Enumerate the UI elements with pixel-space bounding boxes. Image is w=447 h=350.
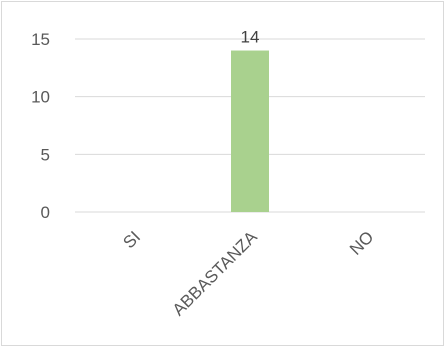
x-tick-label-abbastanza: ABBASTANZA — [169, 227, 262, 320]
y-tick-label-15: 15 — [31, 30, 50, 49]
y-tick-label-10: 10 — [31, 88, 50, 107]
x-tick-label-no: NO — [346, 227, 377, 258]
bar-abbastanza — [231, 50, 269, 213]
y-tick-label-5: 5 — [41, 145, 50, 164]
chart-frame — [1, 1, 444, 346]
y-tick-label-0: 0 — [41, 203, 50, 222]
data-label-abbastanza: 14 — [241, 28, 260, 47]
x-tick-label-si: SI — [119, 227, 144, 252]
